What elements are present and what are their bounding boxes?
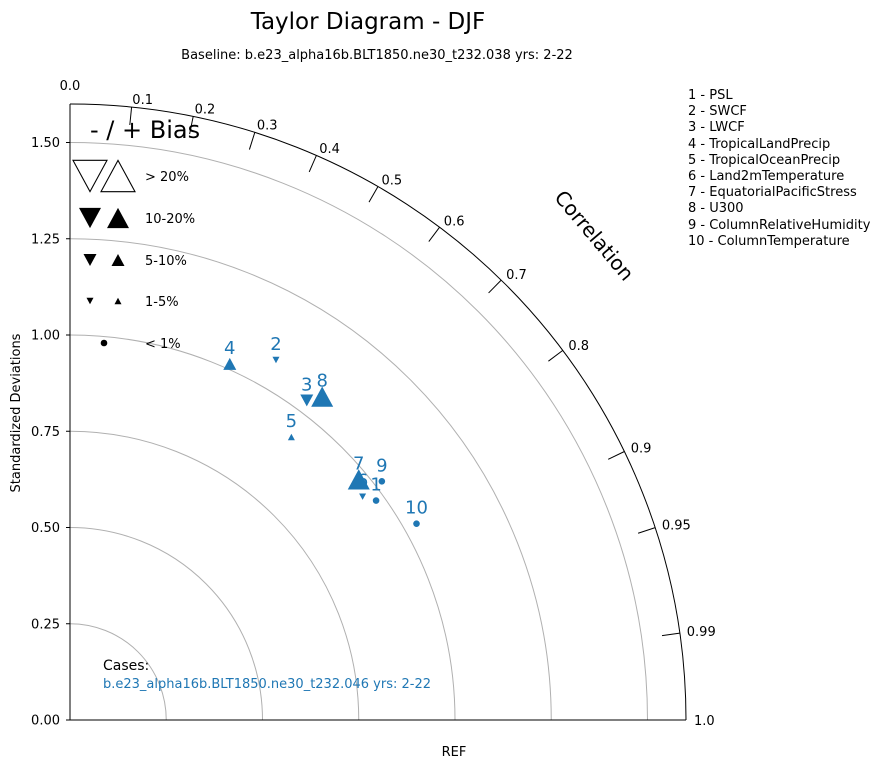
bias-marker-plus (114, 297, 122, 305)
correlation-tick-label: 0.0 (60, 79, 81, 94)
correlation-tick-label: 0.8 (568, 339, 589, 354)
variable-legend: 1 - PSL 2 - SWCF 3 - LWCF 4 - TropicalLandP… (688, 88, 870, 250)
case-name: b.e23_alpha16b.BLT1850.ne30_t232.046 yrs… (103, 677, 431, 692)
bias-legend-title: - / + Bias (90, 116, 200, 144)
bias-legend-label: 5-10% (145, 254, 187, 269)
chart-title: Taylor Diagram - DJF (250, 9, 486, 35)
correlation-tick-label: 0.9 (631, 441, 652, 456)
bias-legend-label: 1-5% (145, 295, 179, 310)
bias-marker-plus (107, 207, 129, 229)
correlation-tick-label: 0.3 (257, 119, 278, 134)
variable-legend-item: 10 - ColumnTemperature (688, 233, 850, 249)
data-point-label: 2 (270, 334, 281, 355)
data-point-marker (347, 469, 370, 490)
std-axis-ticks: 0.00 0.25 0.50 0.75 1.00 1.25 1.50 (31, 136, 70, 729)
variable-legend-item: 4 - TropicalLandPrecip (688, 136, 831, 152)
data-point-marker (378, 478, 386, 485)
correlation-tick-label: 0.2 (195, 103, 216, 118)
correlation-tick-label: 0.7 (506, 268, 527, 283)
correlation-tick-label: 0.95 (662, 518, 691, 533)
bias-legend-label: > 20% (145, 170, 189, 185)
bias-marker-minus (83, 254, 97, 266)
bias-marker-plus (100, 159, 136, 193)
data-point-marker (372, 497, 380, 504)
data-point-label: 8 (316, 371, 327, 392)
variable-legend-item: 5 - TropicalOceanPrecip (688, 152, 841, 168)
grid-arc (69, 527, 263, 721)
correlation-tick (661, 632, 680, 637)
std-grid-arcs (69, 142, 648, 721)
data-point-marker (413, 520, 420, 527)
data-point-marker (300, 394, 314, 407)
variable-legend-item: 3 - LWCF (688, 120, 745, 136)
grid-arc (69, 142, 648, 721)
data-points: 12345678910 (223, 334, 428, 527)
grid-arc (69, 334, 456, 721)
correlation-tick-label: 1.0 (694, 714, 715, 729)
diagram-frame (69, 103, 687, 721)
correlation-tick (607, 451, 625, 460)
data-point-label: 1 (370, 475, 381, 496)
y-tick-label: 0.50 (31, 521, 60, 536)
data-point-marker (287, 433, 295, 441)
correlation-tick-label: 0.99 (687, 625, 716, 640)
data-point-label: 9 (376, 455, 387, 476)
y-tick-label: 1.25 (31, 232, 60, 247)
correlation-tick (637, 527, 656, 534)
bias-marker-minus (86, 297, 94, 305)
bias-marker-minus (72, 159, 108, 193)
correlation-ticks: 0.0 0.1 0.2 0.3 0.4 0.5 0.6 0.7 0.8 0.9 0.95 0.99 1.… (60, 79, 716, 729)
y-tick-label: 1.50 (31, 136, 60, 151)
grid-arc (69, 430, 360, 721)
correlation-tick-label: 0.1 (132, 93, 153, 108)
grid-arc (69, 623, 167, 721)
data-point-label: 10 (405, 498, 428, 519)
data-point-label: 4 (224, 338, 235, 359)
data-point-label: 7 (353, 453, 364, 474)
correlation-tick (368, 186, 379, 203)
y-tick-label: 0.75 (31, 425, 60, 440)
data-point-label: 3 (301, 374, 312, 395)
bias-legend-label: < 1% (145, 337, 181, 352)
variable-legend-item: 1 - PSL (688, 88, 733, 103)
data-point-label: 5 (286, 411, 297, 432)
correlation-tick (308, 155, 317, 173)
correlation-tick (488, 279, 502, 294)
y-tick-label: 0.25 (31, 617, 60, 632)
chart-subtitle: Baseline: b.e23_alpha16b.BLT1850.ne30_t2… (181, 48, 573, 63)
data-point-marker (359, 493, 367, 500)
y-tick-label: 1.00 (31, 329, 60, 344)
variable-legend-item: 2 - SWCF (688, 104, 747, 120)
data-point-marker (272, 356, 280, 364)
bias-legend-label: 10-20% (145, 212, 195, 227)
outer-arc (69, 103, 687, 721)
grid-arc (69, 238, 552, 721)
correlation-tick (548, 349, 564, 362)
correlation-tick (428, 226, 441, 242)
correlation-tick-label: 0.5 (382, 173, 403, 188)
y-tick-label: 0.00 (31, 714, 60, 729)
correlation-tick (248, 132, 256, 150)
cases-label: Cases: (103, 658, 149, 674)
variable-legend-item: 7 - EquatorialPacificStress (688, 185, 857, 201)
y-axis-label: Standardized Deviations (9, 333, 24, 492)
variable-legend-item: 6 - Land2mTemperature (688, 169, 845, 185)
variable-legend-item: 8 - U300 (688, 201, 744, 217)
correlation-axis-label: Correlation (550, 186, 639, 286)
data-point-marker (311, 386, 334, 407)
bias-legend: - / + Bias > 20% 10-20% 5-10% 1-5% < 1% (72, 116, 200, 352)
bias-marker-plus (111, 254, 125, 266)
variable-legend-item: 9 - ColumnRelativeHumidity (688, 217, 871, 233)
correlation-tick-label: 0.6 (444, 215, 465, 230)
x-axis-label: REF (442, 745, 467, 760)
bias-marker-dot (100, 339, 108, 347)
correlation-tick (189, 116, 194, 135)
data-point-marker (223, 357, 237, 370)
bias-marker-minus (79, 207, 101, 229)
correlation-tick-label: 0.4 (319, 142, 340, 157)
correlation-tick (129, 107, 133, 126)
